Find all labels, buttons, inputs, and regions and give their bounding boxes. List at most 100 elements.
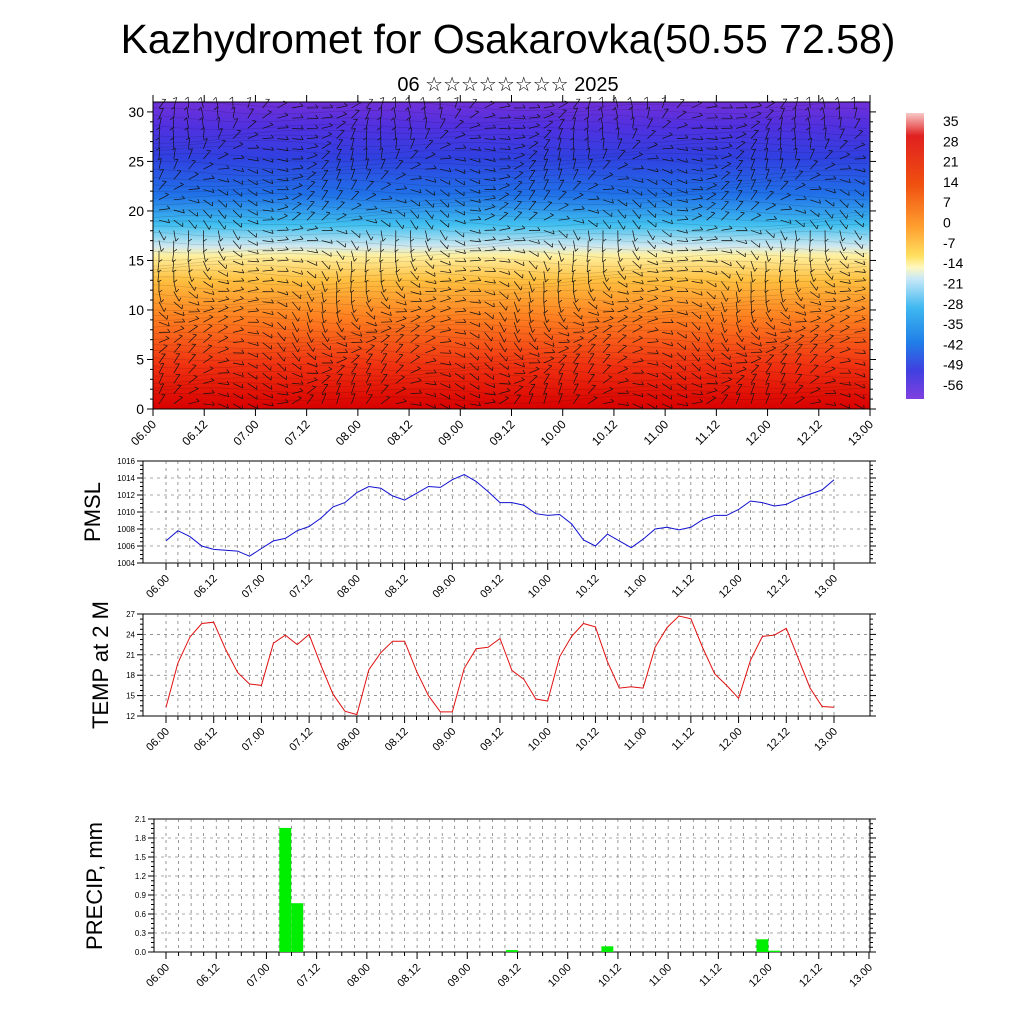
colorbar-label: 0 <box>943 215 951 231</box>
wind-barbs <box>155 96 866 410</box>
x-tick-label: 06.00 <box>144 726 172 754</box>
x-tick-label: 07.00 <box>245 962 273 990</box>
y-tick-label: 0.3 <box>135 929 147 938</box>
y-tick-label: 5 <box>136 351 144 367</box>
x-tick-label: 08.12 <box>395 962 423 990</box>
x-tick-label: 12.12 <box>797 962 825 990</box>
y-tick-label: 1008 <box>117 525 135 534</box>
x-tick-label: 09.12 <box>496 962 524 990</box>
y-tick-label: 20 <box>128 203 144 219</box>
x-tick-label: 09.12 <box>486 417 517 448</box>
y-tick-label: 2.1 <box>135 815 147 824</box>
x-tick-label: 07.00 <box>230 417 261 448</box>
y-tick-label: 1.5 <box>135 853 147 862</box>
y-tick-label: 1004 <box>117 559 135 568</box>
colorbar-label: -49 <box>943 357 963 373</box>
colorbar-label: 28 <box>943 133 959 149</box>
y-tick-label: 0.0 <box>135 948 147 957</box>
colorbar-label: -42 <box>943 336 963 352</box>
y-tick-label: 24 <box>126 630 135 639</box>
y-tick-label: 1016 <box>117 457 135 466</box>
colorbar-label: -7 <box>943 235 956 251</box>
x-tick-label: 07.00 <box>240 726 268 754</box>
colorbar-label: -35 <box>943 316 963 332</box>
x-tick-label: 10.00 <box>538 417 569 448</box>
x-tick-label: 06.12 <box>192 726 220 754</box>
y-tick-label: 0 <box>136 401 144 417</box>
x-tick-label: 09.00 <box>445 962 473 990</box>
chart-subtitle: 06 ☆☆☆☆☆☆☆☆ 2025 <box>397 74 619 96</box>
heatmap-field <box>153 102 870 409</box>
y-tick-label: 27 <box>126 610 135 619</box>
x-tick-label: 11.12 <box>692 417 723 448</box>
x-tick-label: 11.00 <box>647 962 674 989</box>
x-tick-label: 09.00 <box>430 726 458 754</box>
x-tick-label: 11.00 <box>641 417 672 448</box>
y-tick-label: 15 <box>128 252 144 268</box>
y-tick-label: 1.8 <box>135 834 147 843</box>
grid-lines <box>143 461 870 563</box>
x-tick-label: 13.00 <box>812 726 840 754</box>
colorbar <box>906 113 924 399</box>
y-tick-label: 0.6 <box>135 910 147 919</box>
precip-bar <box>279 827 292 952</box>
colorbar-label: -21 <box>943 275 963 291</box>
y-tick-label: 1014 <box>117 474 135 483</box>
y-tick-label: 25 <box>128 153 144 169</box>
precip-bar <box>756 939 769 952</box>
x-tick-label: 12.00 <box>717 726 745 754</box>
x-tick-label: 13.00 <box>847 962 875 990</box>
x-tick-label: 06.00 <box>144 962 172 990</box>
x-tick-label: 11.12 <box>697 962 724 989</box>
panel-ylabel: PRECIP, mm <box>82 822 107 950</box>
x-tick-label: 06.00 <box>144 573 172 601</box>
series-line <box>165 615 835 716</box>
y-tick-label: 18 <box>126 671 135 680</box>
x-tick-label: 10.12 <box>574 726 602 754</box>
panel-ylabel: PMSL <box>80 482 105 542</box>
y-tick-label: 15 <box>126 692 135 701</box>
precip-bar <box>506 950 518 952</box>
x-tick-label: 06.00 <box>128 417 159 448</box>
x-tick-label: 10.12 <box>574 573 602 601</box>
x-tick-label: 10.12 <box>589 417 620 448</box>
x-tick-label: 10.00 <box>526 573 554 601</box>
panel-frame <box>142 613 871 717</box>
x-tick-label: 12.00 <box>717 573 745 601</box>
x-tick-label: 11.00 <box>622 726 649 753</box>
x-tick-label: 08.00 <box>333 417 364 448</box>
x-tick-label: 12.00 <box>743 417 774 448</box>
x-tick-label: 10.12 <box>596 962 624 990</box>
x-tick-label: 12.12 <box>764 573 792 601</box>
y-tick-label: 12 <box>126 712 135 721</box>
x-tick-label: 11.12 <box>670 726 697 753</box>
colorbar-label: -28 <box>943 296 963 312</box>
x-tick-label: 12.12 <box>764 726 792 754</box>
y-tick-label: 1012 <box>117 491 135 500</box>
panel-frame <box>153 818 871 953</box>
x-tick-label: 12.12 <box>794 417 825 448</box>
x-tick-label: 06.12 <box>179 417 210 448</box>
y-tick-label: 0.9 <box>135 891 147 900</box>
y-tick-label: 30 <box>128 104 144 120</box>
colorbar-label: 21 <box>943 154 959 170</box>
panel-ylabel: TEMP at 2 M <box>88 601 113 729</box>
x-tick-label: 09.00 <box>430 573 458 601</box>
x-tick-label: 08.00 <box>335 726 363 754</box>
x-tick-label: 09.12 <box>478 573 506 601</box>
y-tick-label: 10 <box>128 302 144 318</box>
y-tick-label: 1010 <box>117 508 135 517</box>
precip-bar <box>291 903 304 952</box>
colorbar-label: 7 <box>943 194 951 210</box>
x-tick-label: 11.12 <box>670 573 697 600</box>
precip-bar <box>601 946 614 952</box>
x-tick-label: 08.12 <box>383 726 411 754</box>
x-tick-label: 07.12 <box>282 417 313 448</box>
x-tick-label: 07.00 <box>240 573 268 601</box>
x-tick-label: 06.12 <box>194 962 222 990</box>
x-tick-label: 08.00 <box>335 573 363 601</box>
x-tick-label: 12.00 <box>747 962 775 990</box>
x-tick-label: 09.00 <box>435 417 466 448</box>
x-tick-label: 08.00 <box>345 962 373 990</box>
